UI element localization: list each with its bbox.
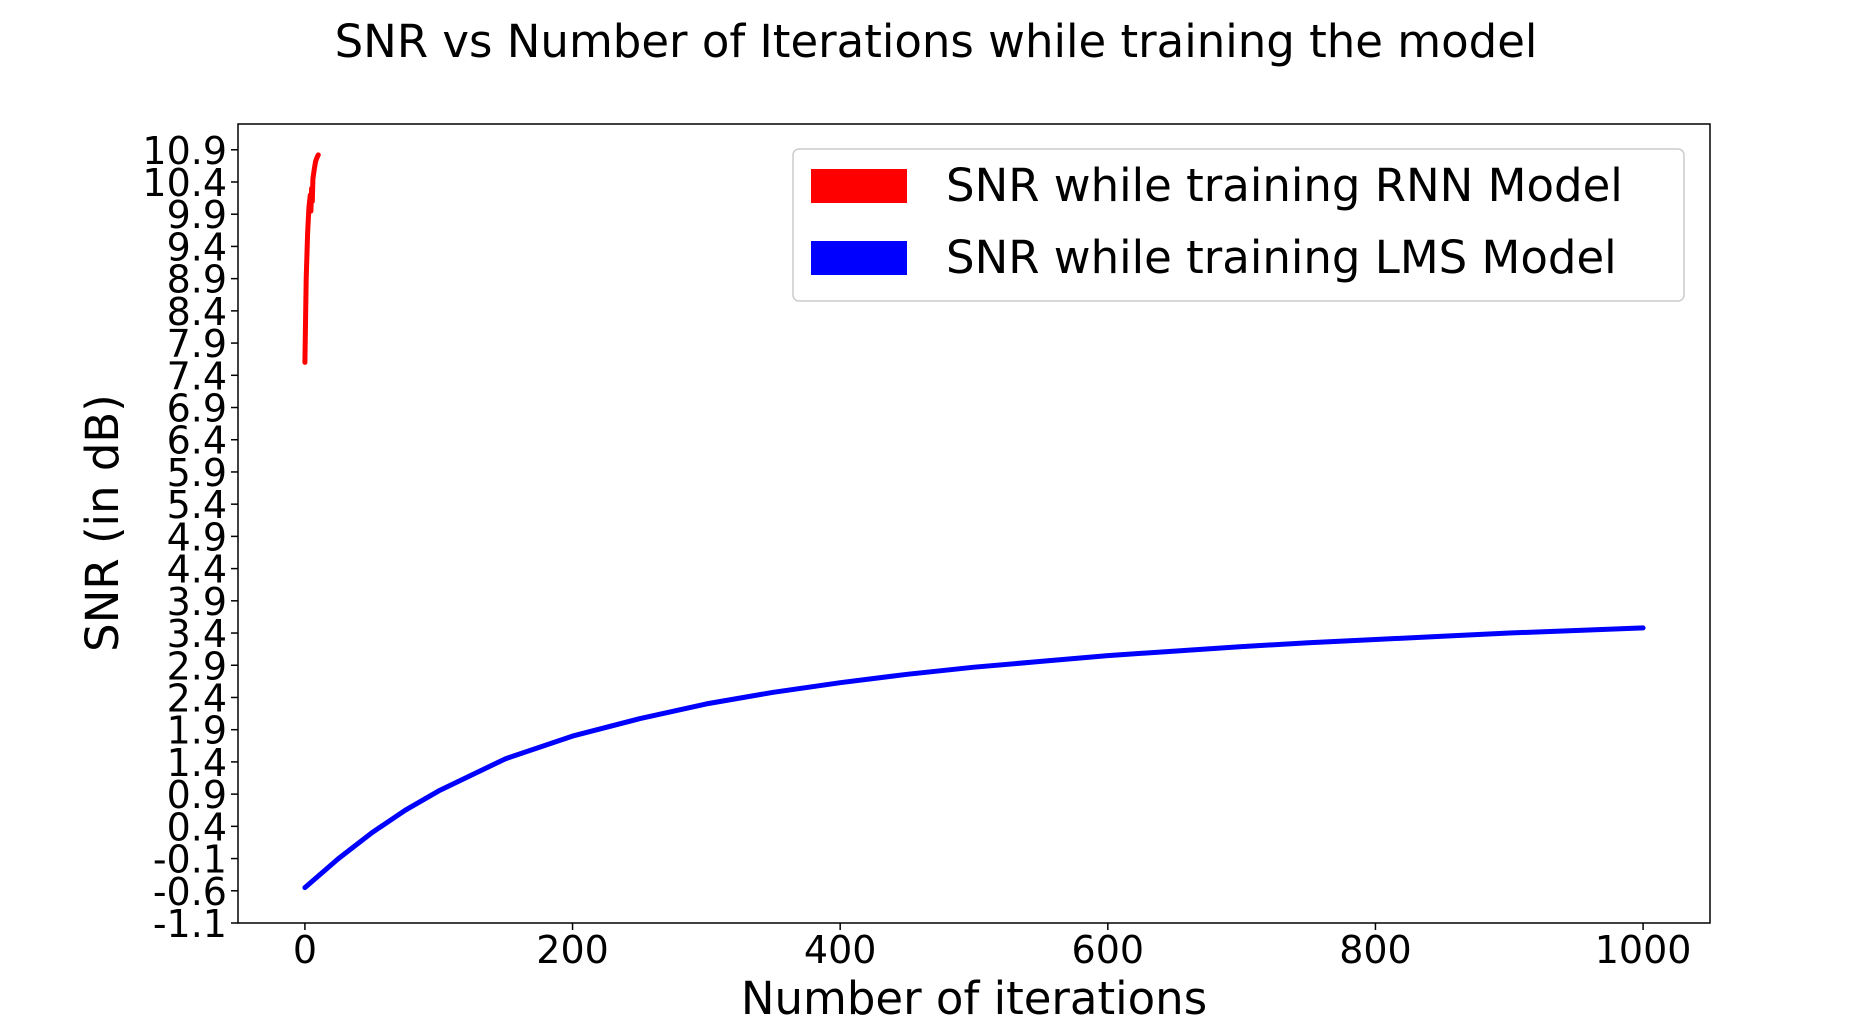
x-tick-label: 600 <box>1072 928 1145 972</box>
y-axis-label: SNR (in dB) <box>76 394 129 652</box>
y-tick-label: 3.9 <box>167 580 227 624</box>
y-tick-label: 5.9 <box>167 451 227 495</box>
plot-area-frame <box>237 123 1711 924</box>
x-axis-label: Number of iterations <box>741 972 1207 1022</box>
y-tick-label: 2.9 <box>167 644 227 688</box>
x-tick-label: 200 <box>536 928 609 972</box>
chart-title: SNR vs Number of Iterations while traini… <box>335 15 1538 68</box>
x-tick-label: 800 <box>1339 928 1412 972</box>
legend-swatch <box>811 241 907 275</box>
x-tick-label: 1000 <box>1595 928 1692 972</box>
legend-box <box>792 148 1685 302</box>
y-axis-ticks: -1.1-0.6-0.10.40.91.41.92.42.93.43.94.44… <box>142 129 238 946</box>
y-tick-label: 9.9 <box>167 193 227 237</box>
y-tick-label: 10.9 <box>142 129 227 173</box>
y-tick-label: 0.9 <box>167 773 227 817</box>
y-tick-label: 7.4 <box>167 354 227 398</box>
y-tick-label: 6.9 <box>167 387 227 431</box>
y-tick-label: 10.4 <box>142 161 227 205</box>
x-tick-label: 0 <box>293 928 317 972</box>
y-tick-label: 6.4 <box>167 419 227 463</box>
y-tick-label: 1.4 <box>167 741 227 785</box>
y-tick-label: -0.1 <box>153 838 227 882</box>
x-tick-label: 400 <box>804 928 877 972</box>
legend-items: SNR while training RNN Model SNR while tr… <box>811 159 1623 284</box>
y-tick-label: 8.4 <box>167 290 227 334</box>
y-tick-label: 1.9 <box>167 709 227 753</box>
y-tick-label: -0.6 <box>153 870 227 914</box>
y-tick-label: 4.9 <box>167 515 227 559</box>
y-tick-label: 8.9 <box>167 258 227 302</box>
y-tick-label: 2.4 <box>167 676 227 720</box>
legend-swatch <box>811 169 907 203</box>
series-line-lms <box>302 625 1646 891</box>
legend-label: SNR while training RNN Model <box>946 159 1623 212</box>
legend: SNR while training RNN Model SNR while tr… <box>792 148 1685 302</box>
x-axis-ticks: 0 200 400 600 800 1000 <box>293 923 1692 972</box>
series-line-rnn <box>302 152 321 365</box>
y-tick-label: 7.9 <box>167 322 227 366</box>
legend-label: SNR while training LMS Model <box>946 231 1617 284</box>
y-tick-label: 0.4 <box>167 805 227 849</box>
plot-series <box>302 152 1646 891</box>
y-tick-label: 3.4 <box>167 612 227 656</box>
y-tick-label: 4.4 <box>167 548 227 592</box>
y-tick-label: 5.4 <box>167 483 227 527</box>
y-tick-label: 9.4 <box>167 225 227 269</box>
y-tick-label: -1.1 <box>153 902 227 946</box>
